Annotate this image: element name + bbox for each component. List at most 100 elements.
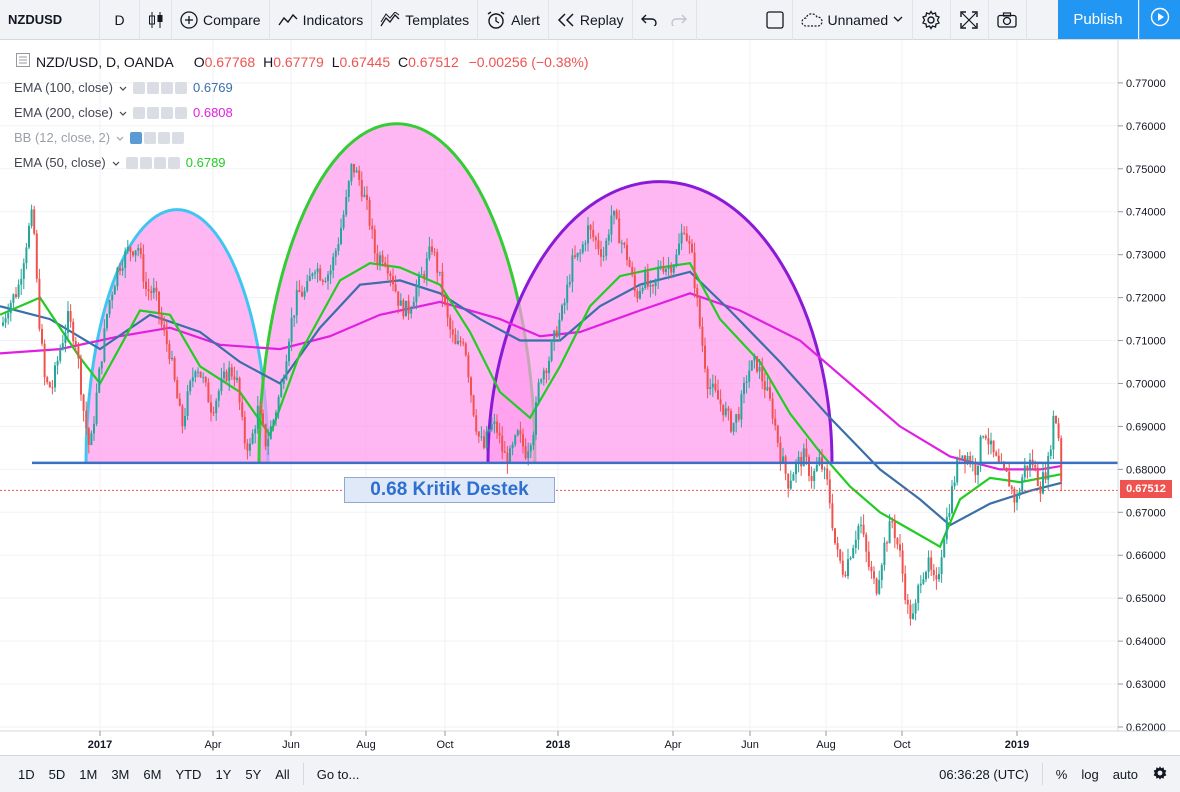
- chevron-down-icon[interactable]: [112, 150, 120, 175]
- candle-body: [862, 524, 865, 535]
- play-button[interactable]: [1139, 0, 1180, 39]
- candle-body: [995, 452, 998, 456]
- range-5d[interactable]: 5D: [48, 766, 66, 782]
- hidden-eye-icon[interactable]: [130, 131, 143, 144]
- clock-readout[interactable]: 06:36:28 (UTC): [939, 766, 1029, 782]
- close-icon[interactable]: [167, 156, 180, 169]
- candle-body: [451, 329, 454, 335]
- indicator-row-ema100[interactable]: EMA (100, close) 0.6769: [14, 75, 589, 100]
- price-chart[interactable]: 0.77000 0.76000 0.75000 0.74000 0.73000 0.720…: [0, 40, 1180, 755]
- range-3m[interactable]: 3M: [111, 766, 130, 782]
- indicator-value: 0.6789: [185, 155, 226, 170]
- candle-body: [17, 284, 20, 297]
- redo-icon[interactable]: [670, 14, 687, 26]
- gear-icon[interactable]: [1145, 765, 1180, 784]
- plus-icon[interactable]: [158, 131, 171, 144]
- indicator-name: EMA (100, close): [14, 80, 113, 95]
- alarm-clock-icon: [486, 10, 506, 30]
- support-annotation[interactable]: 0.68 Kritik Destek: [344, 477, 555, 503]
- candle-body: [314, 272, 316, 274]
- candle-body: [854, 539, 857, 549]
- candle-body: [9, 302, 12, 314]
- candle-body: [433, 251, 436, 253]
- gear-icon[interactable]: [144, 131, 157, 144]
- candle-body: [1010, 486, 1013, 489]
- gear-icon[interactable]: [139, 156, 152, 169]
- percent-toggle[interactable]: %: [1055, 766, 1068, 782]
- candle-body: [779, 442, 782, 463]
- candle-body: [480, 436, 483, 438]
- eye-icon[interactable]: [133, 81, 145, 94]
- gear-icon[interactable]: [147, 106, 159, 119]
- plus-icon[interactable]: [161, 106, 173, 119]
- publish-button[interactable]: Publish: [1058, 0, 1138, 39]
- candle-body: [113, 286, 116, 295]
- templates-button[interactable]: Templates: [372, 0, 479, 40]
- log-toggle[interactable]: log: [1081, 766, 1099, 782]
- chart-area[interactable]: 0.77000 0.76000 0.75000 0.74000 0.73000 0.720…: [0, 40, 1180, 755]
- replay-button[interactable]: Replay: [549, 0, 633, 40]
- compare-button[interactable]: Compare: [172, 0, 270, 40]
- candle-body: [545, 370, 548, 374]
- symbol-search[interactable]: NZDUSD: [0, 0, 100, 40]
- candle-body: [74, 341, 77, 345]
- goto-button[interactable]: Go to...: [316, 766, 360, 782]
- chevron-down-icon[interactable]: [119, 75, 127, 100]
- bottom-toolbar: 1D 5D 1M 3M 6M YTD 1Y 5Y All Go to... 06…: [0, 755, 1180, 792]
- time-tick-label: Jun: [741, 739, 759, 751]
- price-tick-label: 0.76000: [1126, 121, 1166, 133]
- range-5y[interactable]: 5Y: [245, 766, 262, 782]
- gear-icon[interactable]: [147, 81, 159, 94]
- range-1y[interactable]: 1Y: [215, 766, 232, 782]
- fullscreen-rect-button[interactable]: [759, 0, 793, 40]
- candle-body: [376, 253, 379, 264]
- candle-body: [1018, 491, 1021, 496]
- candle-body: [30, 209, 33, 226]
- range-ytd[interactable]: YTD: [175, 766, 202, 782]
- auto-toggle[interactable]: auto: [1112, 766, 1138, 782]
- collapse-legend-icon[interactable]: [16, 50, 30, 75]
- candle-body: [51, 387, 54, 389]
- interval-button[interactable]: D: [100, 0, 140, 40]
- candle-body: [124, 251, 127, 269]
- expand-button[interactable]: [951, 0, 989, 40]
- indicator-row-bb[interactable]: BB (12, close, 2): [14, 125, 589, 150]
- candle-body: [189, 381, 192, 392]
- chevron-down-icon[interactable]: [116, 125, 124, 150]
- snapshot-button[interactable]: [989, 0, 1027, 40]
- alert-button[interactable]: Alert: [478, 0, 549, 40]
- candle-body: [215, 400, 218, 414]
- candle-body: [220, 378, 223, 392]
- undo-icon[interactable]: [640, 14, 657, 26]
- plus-icon[interactable]: [153, 156, 166, 169]
- candle-body: [964, 455, 966, 463]
- range-all[interactable]: All: [275, 766, 290, 782]
- plus-icon[interactable]: [161, 81, 173, 94]
- time-axis[interactable]: 2017 Apr Jun Aug Oct 2018 Apr Jun Aug Oct 2019: [0, 730, 1180, 751]
- eye-icon[interactable]: [133, 106, 145, 119]
- price-tick-label: 0.71000: [1126, 336, 1166, 348]
- range-1d[interactable]: 1D: [18, 766, 35, 782]
- indicator-row-ema50[interactable]: EMA (50, close) 0.6789: [14, 150, 589, 175]
- close-icon[interactable]: [175, 106, 187, 119]
- price-axis[interactable]: 0.77000 0.76000 0.75000 0.74000 0.73000 0.720…: [1117, 40, 1180, 734]
- candle-body: [223, 371, 225, 379]
- range-6m[interactable]: 6M: [143, 766, 162, 782]
- close-icon[interactable]: [172, 131, 185, 144]
- chevron-down-icon[interactable]: [119, 100, 127, 125]
- indicators-button[interactable]: Indicators: [270, 0, 373, 40]
- candle-body: [649, 284, 652, 287]
- candle-body: [594, 237, 597, 241]
- candle-body: [1052, 416, 1055, 450]
- candle-body: [121, 268, 124, 271]
- candle-body: [28, 225, 30, 248]
- layout-name-button[interactable]: Unnamed: [793, 0, 913, 40]
- close-icon[interactable]: [175, 81, 187, 94]
- candle-body: [256, 405, 259, 429]
- eye-icon[interactable]: [125, 156, 138, 169]
- candle-body: [38, 278, 41, 329]
- settings-button[interactable]: [913, 0, 951, 40]
- range-1m[interactable]: 1M: [79, 766, 98, 782]
- indicator-row-ema200[interactable]: EMA (200, close) 0.6808: [14, 100, 589, 125]
- chart-type-button[interactable]: [140, 0, 172, 40]
